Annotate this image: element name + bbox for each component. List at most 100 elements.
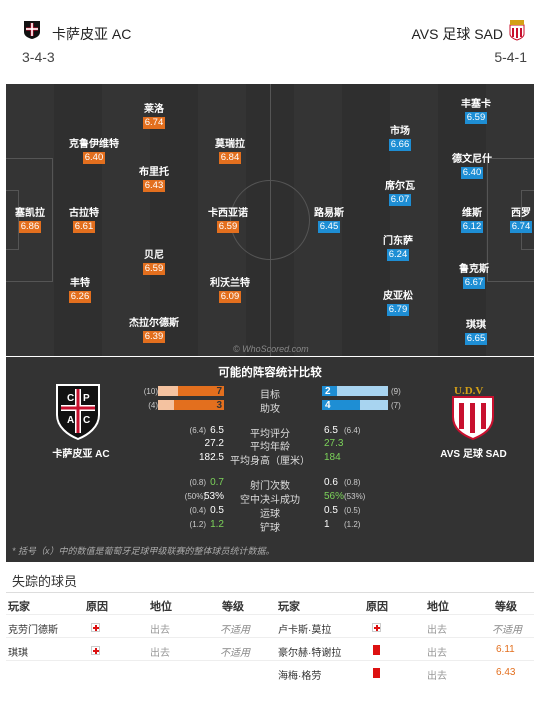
home-player[interactable]: 克鲁伊维特 6.40 [49,139,139,164]
stat-label: 助攻 [260,404,280,415]
away-value: 56% [324,491,345,502]
home-value: 7 [216,386,222,397]
away-season-value: (0.8) [344,478,361,487]
away-season-value: (0.5) [344,506,361,515]
home-player[interactable]: 利沃兰特 6.09 [185,278,275,303]
away-player[interactable]: 门东萨 6.24 [353,236,443,261]
missing-player-status: 出去 [150,648,170,659]
player-rating-badge: 6.24 [386,249,410,261]
away-bar-track [322,386,388,396]
home-season-value: (10) [143,387,158,396]
home-value: 53% [203,491,224,502]
header-rating: 等级 [495,601,517,613]
stat-row: (0.8) 0.7 射门次数 0.6 (0.8) [6,477,534,492]
red-card-icon [373,645,380,655]
player-rating-badge: 6.39 [142,331,166,343]
away-player[interactable]: 席尔瓦 6.07 [355,181,445,206]
away-formation: 5-4-1 [494,49,527,65]
missing-player-name[interactable]: 海梅·格劳 [278,671,322,682]
player-name: 丰塞卡 [461,99,491,110]
away-bar-fill [322,400,360,410]
player-name: 布里托 [139,167,169,178]
player-name: 维斯 [462,208,482,219]
player-rating-badge: 6.65 [464,333,488,345]
away-value: 4 [325,400,331,411]
away-team-name[interactable]: AVS 足球 SAD [411,26,503,42]
home-player[interactable]: 贝尼 6.59 [109,250,199,275]
home-team-label[interactable]: 卡萨皮亚 AC [52,449,110,460]
away-player[interactable]: 市场 6.66 [355,126,445,151]
home-bar-fill [178,386,224,396]
player-rating-badge: 6.12 [460,221,484,233]
stat-label: 平均评分 [250,429,290,440]
header-player: 玩家 [8,601,30,613]
away-player[interactable]: 德文尼什 6.40 [427,154,517,179]
casa-pia-crest-icon [24,21,40,39]
whoscored-watermark: © WhoScored.com [233,344,309,354]
away-season-value: (9) [391,387,401,396]
missing-player-status: 出去 [427,625,447,636]
crest-letter: C [83,415,90,426]
player-rating-badge: 6.43 [142,180,166,192]
missing-player-name[interactable]: 卢卡斯·莫拉 [278,625,332,636]
home-season-value: (0.4) [189,506,206,515]
home-player[interactable]: 卡西亚诺 6.59 [183,208,273,233]
home-player[interactable]: 布里托 6.43 [109,167,199,192]
home-player[interactable]: 古拉特 6.61 [39,208,129,233]
avs-large-crest-icon: U.D.V [452,385,494,441]
player-name: 路易斯 [314,208,344,219]
missing-player-name[interactable]: 豪尔赫·特谢拉 [278,648,342,659]
away-value: 1 [324,519,330,530]
player-name: 莱洛 [144,104,164,115]
home-season-value: (4) [148,401,158,410]
home-player[interactable]: 莫瑞拉 6.84 [185,139,275,164]
home-player[interactable]: 塞凯拉 6.86 [6,208,75,233]
home-formation: 3-4-3 [22,49,55,65]
player-rating-badge: 6.61 [72,221,96,233]
player-name: 贝尼 [144,250,164,261]
home-value: 27.2 [204,438,224,449]
missing-player-status: 出去 [427,671,447,682]
away-value: 0.6 [324,477,338,488]
player-name: 古拉特 [69,208,99,219]
home-player[interactable]: 莱洛 6.74 [109,104,199,129]
away-player[interactable]: 维斯 6.12 [427,208,517,233]
away-season-value: (6.4) [344,426,361,435]
player-name: 卡西亚诺 [208,208,248,219]
away-player[interactable]: 琪琪 6.65 [431,320,521,345]
home-team-name[interactable]: 卡萨皮亚 AC [52,26,132,42]
home-player[interactable]: 杰拉尔德斯 6.39 [109,318,199,343]
player-name: 席尔瓦 [385,181,415,192]
injury-icon [91,646,100,655]
stat-label: 铲球 [260,523,280,534]
crest-letters: U.D.V [454,385,483,397]
red-card-icon [373,668,380,678]
home-bar-fill [174,400,224,410]
away-team-label[interactable]: AVS 足球 SAD [440,449,507,460]
player-name: 莫瑞拉 [215,139,245,150]
away-player[interactable]: 皮亚松 6.79 [353,291,443,316]
player-rating-badge: 6.45 [317,221,341,233]
player-rating-badge: 6.74 [509,221,533,233]
away-player[interactable]: 西罗 6.74 [476,208,534,233]
home-value: 6.5 [210,425,224,436]
casa-pia-large-crest-icon: C P A C [56,384,100,441]
player-rating-badge: 6.59 [216,221,240,233]
home-season-value: (0.8) [189,478,206,487]
missing-player-name[interactable]: 琪琪 [8,648,28,659]
away-player[interactable]: 鲁克斯 6.67 [429,264,519,289]
home-player[interactable]: 丰特 6.26 [35,278,125,303]
player-rating-badge: 6.07 [388,194,412,206]
player-rating-badge: 6.40 [460,167,484,179]
home-value: 1.2 [210,519,224,530]
stat-label: 空中决斗成功 [240,495,300,506]
missing-player-name[interactable]: 克劳门德斯 [8,625,58,636]
away-player[interactable]: 丰塞卡 6.59 [431,99,521,124]
away-player[interactable]: 路易斯 6.45 [284,208,374,233]
away-season-value: (1.2) [344,520,361,529]
stat-label: 目标 [260,390,280,401]
stat-bar-row: (10) 7 目标 2 (9) [6,386,534,401]
crest-letter: A [67,415,74,426]
player-name: 丰特 [70,278,90,289]
avs-crest-icon [509,20,525,41]
